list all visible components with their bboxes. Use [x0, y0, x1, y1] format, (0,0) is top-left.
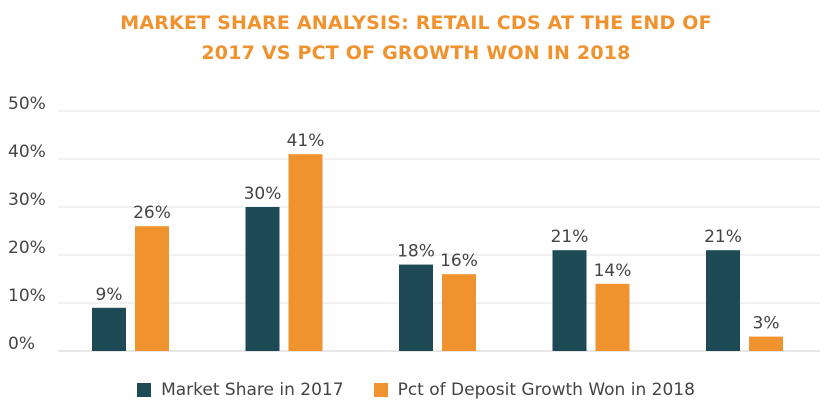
data-label: 9%: [96, 285, 123, 305]
legend-label-market-share: Market Share in 2017: [161, 380, 344, 400]
data-label: 14%: [594, 261, 632, 281]
chart-title-line-2: 2017 VS PCT OF GROWTH WON IN 2018: [201, 42, 631, 64]
bar: [442, 274, 476, 351]
data-label: 16%: [440, 251, 478, 271]
bar: [399, 264, 433, 351]
bar: [135, 226, 169, 351]
data-label: 3%: [753, 314, 780, 334]
legend-item-deposit-growth: Pct of Deposit Growth Won in 2018: [373, 380, 695, 400]
data-label: 21%: [551, 227, 589, 247]
bar-chart: 0%10%20%30%40%50%9%26%30%41%18% 16%21%14%…: [8, 94, 820, 354]
y-tick-label: 20%: [8, 238, 46, 258]
chart-title: MARKET SHARE ANALYSIS: RETAIL CDS AT THE…: [0, 8, 832, 68]
legend: Market Share in 2017 Pct of Deposit Grow…: [0, 380, 832, 400]
data-label: 21%: [704, 227, 742, 247]
legend-item-market-share: Market Share in 2017: [137, 380, 344, 400]
y-tick-label: 0%: [8, 334, 35, 354]
chart-title-line-1: MARKET SHARE ANALYSIS: RETAIL CDS AT THE…: [120, 12, 712, 34]
bar: [288, 154, 323, 351]
data-label: 18%: [397, 242, 435, 262]
bar: [595, 283, 630, 351]
y-tick-label: 30%: [8, 190, 46, 210]
bar: [245, 207, 280, 351]
legend-label-deposit-growth: Pct of Deposit Growth Won in 2018: [397, 380, 695, 400]
bar: [706, 250, 740, 351]
y-tick-label: 10%: [8, 286, 46, 306]
legend-swatch-market-share: [137, 383, 152, 397]
data-label: 26%: [133, 203, 171, 223]
bar: [552, 250, 587, 351]
legend-swatch-deposit-growth: [373, 383, 388, 397]
data-label: 41%: [287, 131, 325, 151]
bar: [749, 336, 783, 351]
bar: [92, 307, 126, 351]
y-tick-label: 40%: [8, 142, 46, 162]
y-tick-label: 50%: [8, 94, 46, 114]
data-label: 30%: [244, 184, 282, 204]
